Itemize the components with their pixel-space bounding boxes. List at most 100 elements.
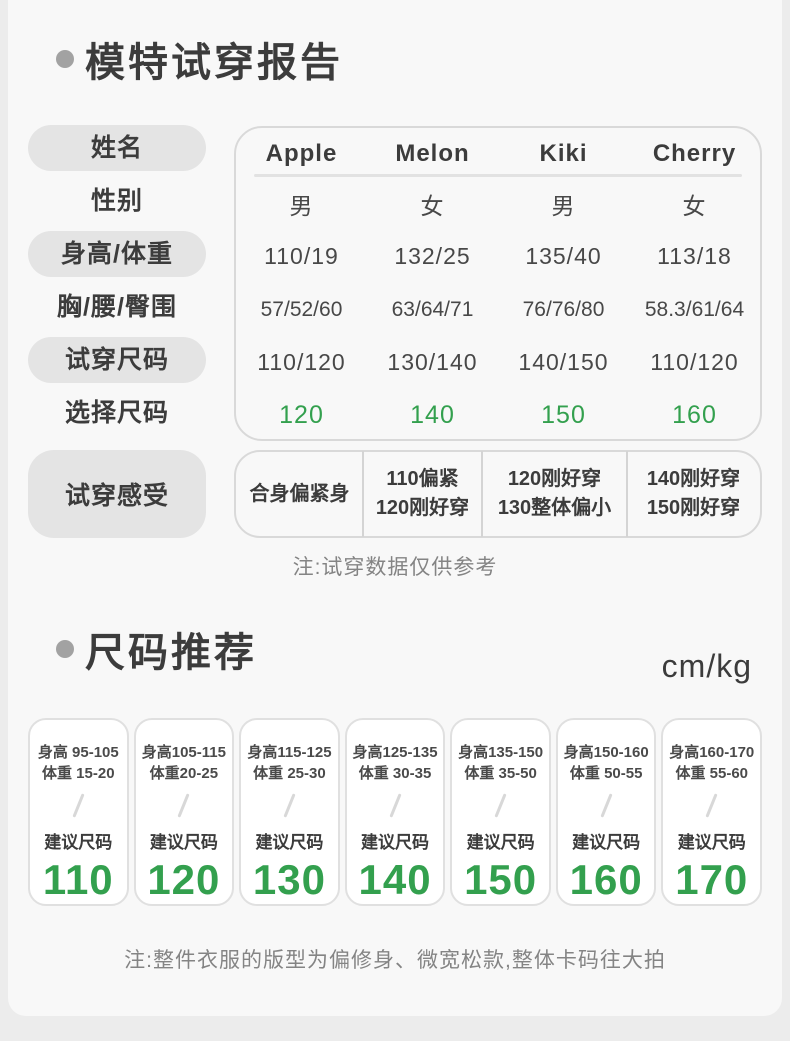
size-card: 身高135-150 体重 35-50 建议尺码 150 — [450, 718, 551, 906]
suggest-size-label: 建议尺码 — [255, 833, 324, 852]
model-name: Kiki — [539, 140, 588, 167]
table-row-chosen-size: 120 140 150 160 — [236, 389, 760, 442]
slash-divider-icon — [388, 793, 402, 818]
size-card: 身高160-170 体重 55-60 建议尺码 170 — [661, 718, 763, 906]
card-weight-range: 体重 30-35 — [358, 765, 432, 782]
fit-report-title: 模特试穿报告 — [85, 41, 343, 85]
feeling-cell: 110偏紧 120刚好穿 — [362, 451, 482, 537]
slash-divider-icon — [600, 793, 613, 818]
size-recommendation-title: 尺码推荐 — [85, 631, 257, 675]
cell-height-weight: 113/18 — [657, 243, 732, 269]
card-height-range: 身高115-125 — [247, 744, 332, 761]
suggested-size-value: 170 — [675, 856, 749, 903]
table-header-row: Apple Melon Kiki Cherry — [236, 134, 760, 174]
suggest-size-label: 建议尺码 — [466, 833, 535, 852]
suggested-size-value: 110 — [42, 856, 114, 903]
size-card: 身高 95-105 体重 15-20 建议尺码 110 — [28, 718, 129, 906]
row-label-tried-size: 试穿尺码 — [28, 337, 206, 383]
size-card: 身高115-125 体重 25-30 建议尺码 130 — [239, 718, 340, 906]
cell-chest-waist-hip: 57/52/60 — [260, 297, 343, 321]
fit-report-row-labels: 姓名 性别 身高/体重 胸/腰/臀围 试穿尺码 选择尺码 — [28, 125, 206, 436]
card-weight-range: 体重20-25 — [149, 765, 219, 782]
cell-gender: 女 — [420, 192, 445, 219]
feeling-line: 合身偏紧身 — [249, 482, 350, 505]
cell-chosen-size: 160 — [672, 401, 717, 429]
table-row-gender: 男 女 男 女 — [236, 177, 760, 230]
cell-height-weight: 135/40 — [525, 243, 602, 269]
suggested-size-value: 160 — [569, 856, 643, 903]
feeling-line: 120刚好穿 — [507, 468, 602, 490]
slash-divider-icon — [283, 793, 296, 818]
fit-report-note: 注:试穿数据仅供参考 — [292, 556, 498, 579]
row-label-name: 姓名 — [28, 125, 206, 171]
cell-chosen-size: 150 — [541, 401, 586, 429]
cell-chosen-size: 140 — [410, 401, 455, 429]
cell-height-weight: 132/25 — [394, 243, 471, 269]
card-height-range: 身高125-135 — [352, 744, 438, 761]
feeling-line: 110偏紧 — [386, 468, 459, 490]
card-height-range: 身高160-170 — [669, 744, 755, 761]
cell-tried-size: 130/140 — [387, 349, 478, 375]
suggested-size-value: 120 — [147, 856, 221, 903]
table-row-height-weight: 110/19 132/25 135/40 113/18 — [236, 230, 760, 283]
row-label-chest-waist-hip: 胸/腰/臀围 — [57, 293, 177, 321]
card-weight-range: 体重 15-20 — [42, 765, 115, 782]
size-card: 身高125-135 体重 30-35 建议尺码 140 — [344, 718, 446, 906]
cell-height-weight: 110/19 — [264, 243, 339, 269]
size-card: 身高150-160 体重 50-55 建议尺码 160 — [555, 718, 657, 906]
row-label-height-weight: 身高/体重 — [28, 231, 206, 277]
card-height-range: 身高150-160 — [563, 744, 649, 761]
card-weight-range: 体重 35-50 — [464, 765, 537, 782]
slash-divider-icon — [72, 793, 85, 818]
feeling-cell: 120刚好穿 130整体偏小 — [481, 451, 627, 537]
card-weight-range: 体重 50-55 — [569, 765, 643, 782]
table-row-tried-size: 110/120 130/140 140/150 110/120 — [236, 336, 760, 389]
slash-divider-icon — [177, 793, 190, 818]
cell-tried-size: 140/150 — [518, 349, 609, 375]
feeling-line: 130整体偏小 — [497, 497, 612, 519]
cell-gender: 女 — [682, 192, 707, 219]
model-name: Melon — [395, 140, 470, 167]
model-name: Cherry — [652, 140, 737, 167]
size-card: 身高105-115 体重20-25 建议尺码 120 — [133, 718, 235, 906]
cell-chosen-size: 120 — [279, 401, 324, 429]
cell-chest-waist-hip: 63/64/71 — [391, 297, 474, 321]
suggest-size-label: 建议尺码 — [361, 833, 430, 852]
cell-tried-size: 110/120 — [257, 349, 346, 375]
cell-chest-waist-hip: 58.3/61/64 — [644, 297, 745, 321]
feeling-line: 140刚好穿 — [646, 468, 741, 490]
size-cards-row: 身高 95-105 体重 15-20 建议尺码 110 身高105-115 体重… — [28, 718, 763, 906]
row-label-chosen-size: 选择尺码 — [64, 399, 169, 427]
slash-divider-icon — [705, 793, 718, 818]
row-label-gender: 性别 — [90, 187, 143, 215]
suggested-size-value: 140 — [358, 856, 432, 903]
feeling-cell: 合身偏紧身 — [236, 480, 363, 509]
cell-chest-waist-hip: 76/76/80 — [522, 297, 605, 321]
cell-gender: 男 — [551, 192, 576, 219]
card-weight-range: 体重 25-30 — [253, 765, 326, 782]
feeling-line: 150刚好穿 — [646, 497, 741, 519]
cell-gender: 男 — [289, 192, 314, 219]
suggest-size-label: 建议尺码 — [149, 833, 218, 852]
fit-feeling-box: 合身偏紧身 110偏紧 120刚好穿 120刚好穿 130整体偏小 140刚好穿… — [234, 450, 762, 538]
table-row-chest-waist-hip: 57/52/60 63/64/71 76/76/80 58.3/61/64 — [236, 283, 760, 336]
bullet-icon — [56, 640, 74, 658]
card-height-range: 身高 95-105 — [37, 744, 119, 761]
size-recommendation-title-row: 尺码推荐 — [56, 620, 257, 678]
feeling-cell: 140刚好穿 150刚好穿 — [626, 451, 760, 537]
bullet-icon — [56, 50, 74, 68]
product-detail-card: 模特试穿报告 姓名 性别 身高/体重 胸/腰/臀围 试穿尺码 选择尺码 Appl… — [8, 0, 782, 1016]
size-recommendation-note: 注:整件衣服的版型为偏修身、微宽松款,整体卡码往大拍 — [124, 949, 666, 972]
header-divider — [254, 174, 742, 177]
suggested-size-value: 130 — [252, 856, 326, 903]
slash-divider-icon — [494, 793, 507, 818]
card-height-range: 身高135-150 — [458, 744, 544, 761]
suggested-size-value: 150 — [464, 856, 538, 903]
card-height-range: 身高105-115 — [141, 744, 226, 761]
suggest-size-label: 建议尺码 — [44, 833, 113, 852]
fit-report-table: Apple Melon Kiki Cherry 男 女 男 女 110/19 1… — [234, 126, 762, 441]
fit-report-title-row: 模特试穿报告 — [56, 30, 343, 88]
feeling-line: 120刚好穿 — [375, 497, 470, 519]
model-name: Apple — [265, 140, 338, 167]
card-weight-range: 体重 55-60 — [675, 765, 749, 782]
